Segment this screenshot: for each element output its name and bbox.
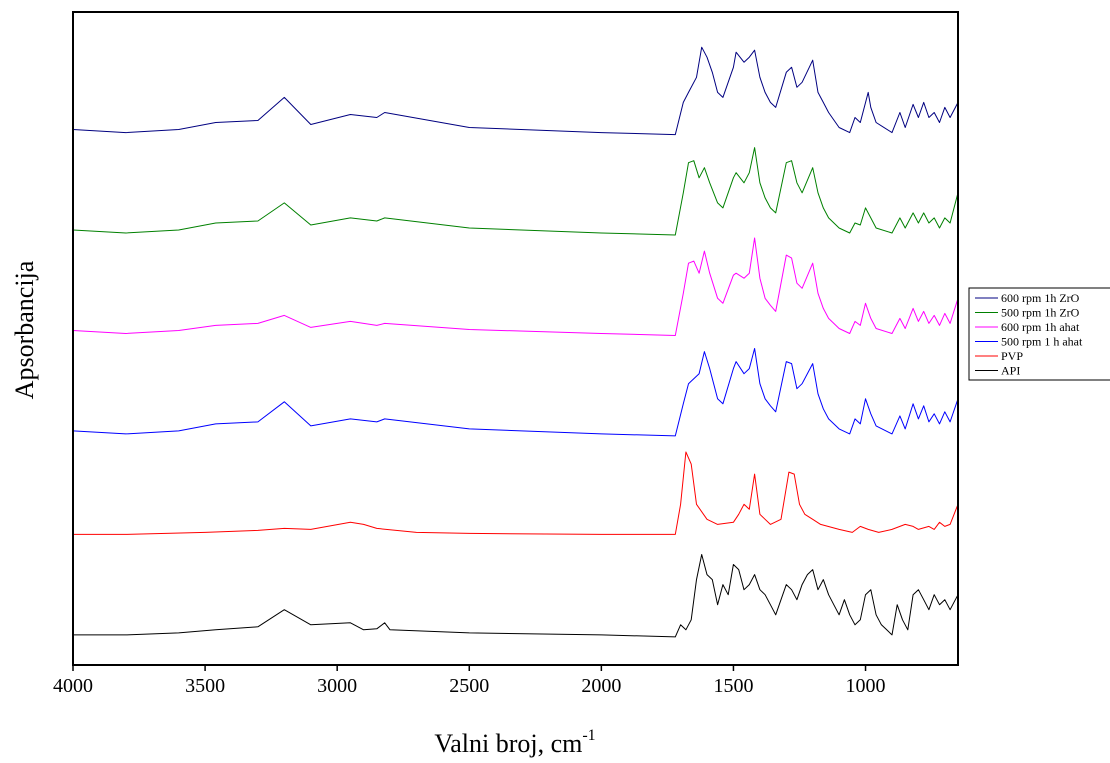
series-layer [72,46,959,638]
series-line-4 [73,451,959,535]
x-axis-title: Valni broj, cm-1 [434,727,595,758]
x-tick-label-4: 2000 [581,675,621,697]
plot-frame [72,11,959,666]
x-tick-label-0: 4000 [53,675,93,697]
series-line-5 [73,554,959,638]
x-tick-label-1: 3500 [185,675,225,697]
legend-label-5: API [1001,364,1020,378]
series-line-2 [72,237,959,336]
legend-label-4: PVP [1001,349,1023,363]
x-tick-label-3: 2500 [449,675,489,697]
legend-box [968,287,1110,381]
legend-label-2: 600 rpm 1h ahat [1001,320,1080,334]
x-axis-title-main: Valni broj, cm [434,729,582,758]
series-line-3 [72,348,959,437]
legend-label-3: 500 rpm 1 h ahat [1001,335,1083,349]
legend-label-1: 500 rpm 1h ZrO [1001,306,1080,320]
x-axis-title-sup: -1 [582,727,595,744]
x-ticks: 4000 3500 3000 2500 2000 1500 1000 [53,665,886,697]
x-tick-label-5: 1500 [713,675,753,697]
x-tick-label-6: 1000 [846,675,886,697]
legend-label-0: 600 rpm 1h ZrO [1001,291,1080,305]
series-line-0 [72,46,959,136]
x-tick-label-2: 3000 [317,675,357,697]
y-axis-title: Apsorbancija [10,260,39,399]
series-line-1 [72,147,959,236]
